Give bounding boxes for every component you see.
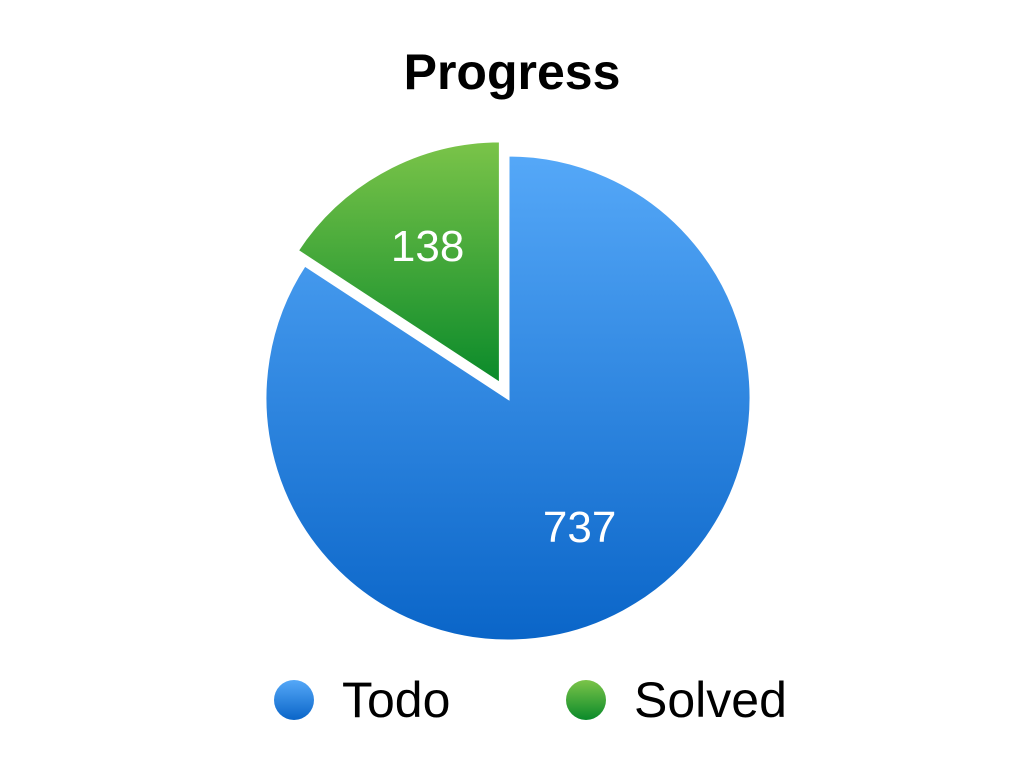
legend-item-todo: Todo bbox=[274, 668, 450, 732]
slice-label-solved: 138 bbox=[391, 222, 464, 271]
legend-item-solved: Solved bbox=[566, 668, 787, 732]
slice-label-todo: 737 bbox=[543, 503, 616, 552]
legend-swatch-solved bbox=[566, 680, 606, 720]
pie-slice-solved bbox=[295, 139, 502, 387]
legend: Todo Solved bbox=[0, 668, 1024, 732]
chart-title: Progress bbox=[403, 44, 621, 100]
pie-slice-todo bbox=[263, 153, 753, 643]
legend-label-solved: Solved bbox=[634, 672, 787, 728]
legend-swatch-todo bbox=[274, 680, 314, 720]
legend-label-todo: Todo bbox=[342, 672, 451, 728]
